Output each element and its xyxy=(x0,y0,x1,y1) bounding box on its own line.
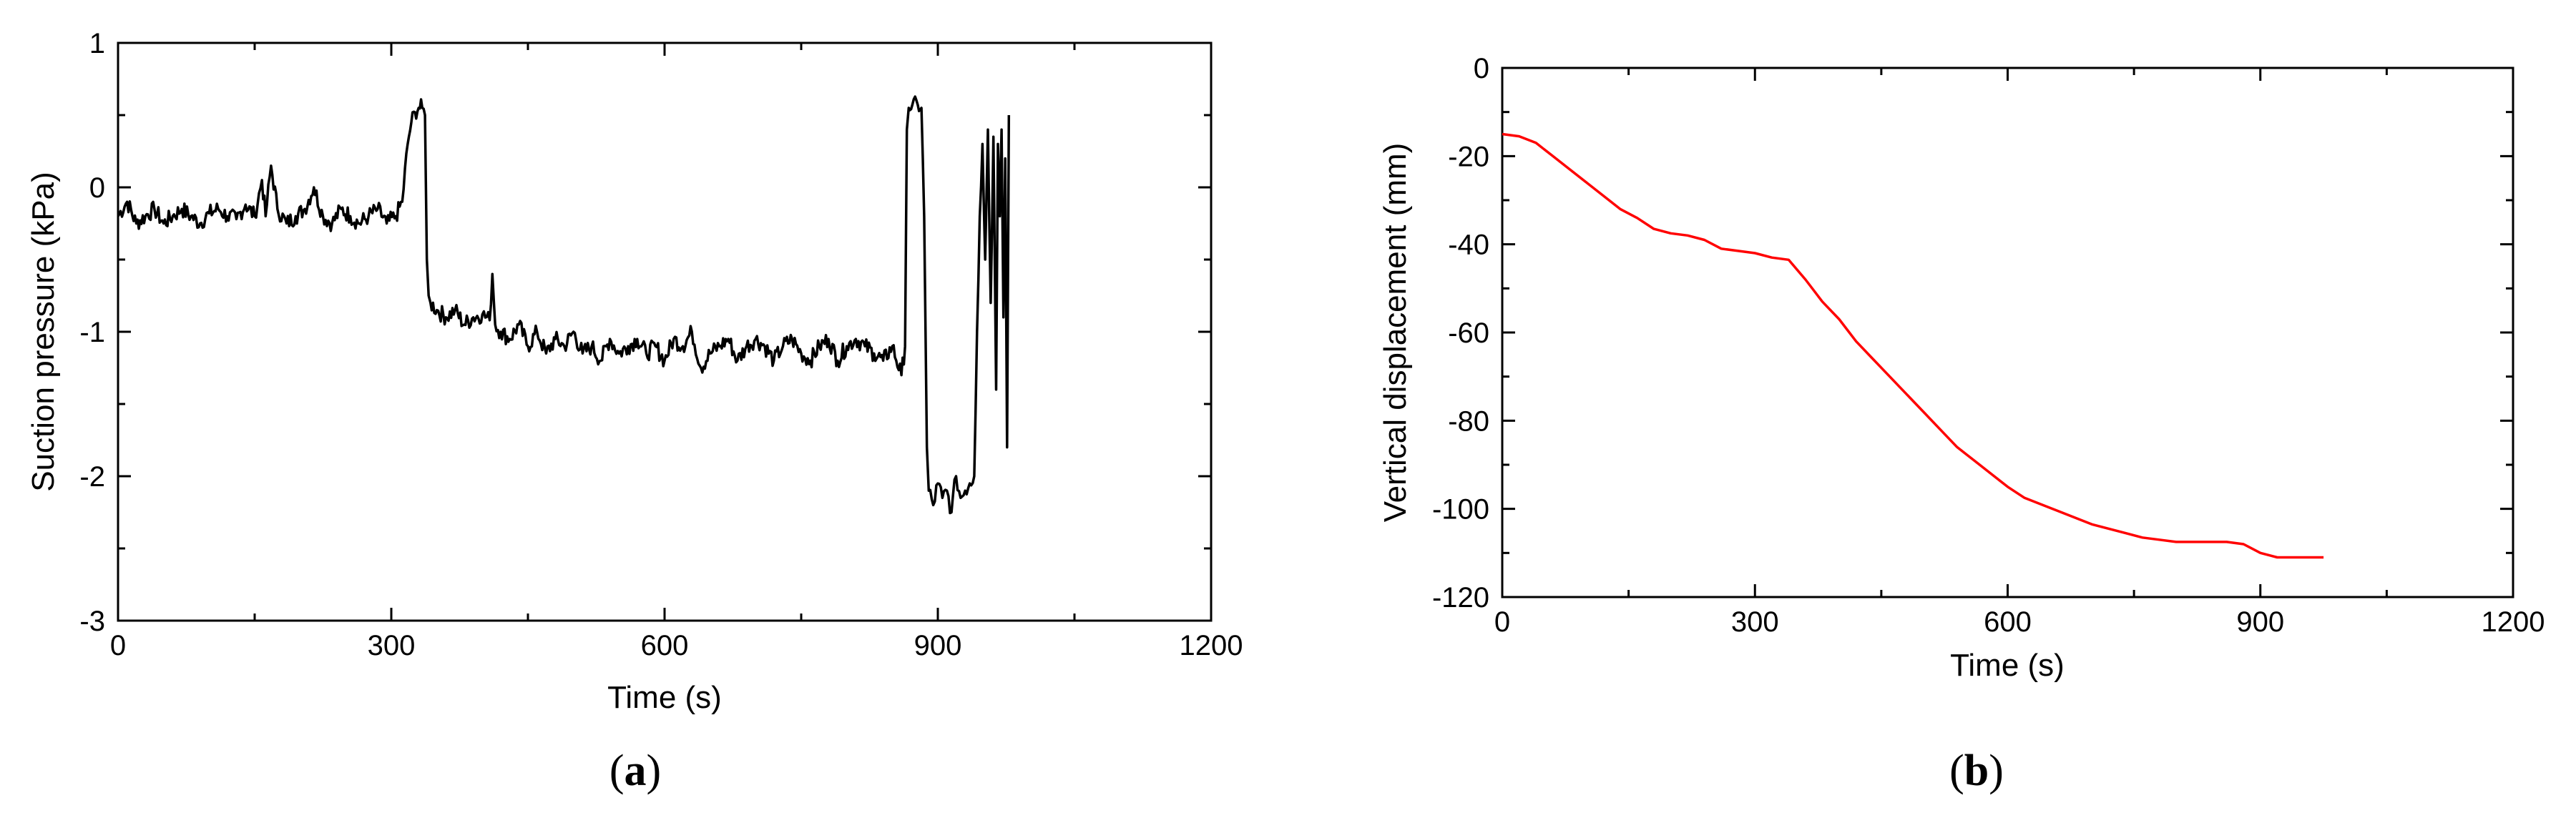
chart-a-xtick-label: 300 xyxy=(368,630,416,661)
chart-b-ticks xyxy=(1501,66,2514,598)
chart-b-series-line xyxy=(1502,132,2324,559)
chart-a-plot-frame xyxy=(117,41,1213,622)
chart-a: 0 300 600 900 1200 -3 -2 -1 0 1 Time (s) Suction … xyxy=(26,28,1243,795)
chart-a-series-line xyxy=(117,95,1011,515)
chart-a-ytick-label: -3 xyxy=(79,606,105,637)
chart-a-xlabel: Time (s) xyxy=(607,680,722,715)
chart-a-xtick-label: 0 xyxy=(110,630,126,661)
chart-a-ticks xyxy=(117,41,1213,622)
chart-b-ytick-label: -20 xyxy=(1448,141,1489,172)
chart-a-xtick-label: 600 xyxy=(641,630,689,661)
chart-b-panel-label: (b) xyxy=(1949,746,2004,795)
chart-b-ylabel: Vertical displacement (mm) xyxy=(1378,143,1413,523)
chart-a-panel-letter: a xyxy=(625,746,647,795)
chart-a-ytick-label: 1 xyxy=(89,28,105,59)
chart-b-ytick-label: 0 xyxy=(1474,53,1489,84)
chart-b-tick-labels: 0 300 600 900 1200 -120 -100 -80 -60 -40 -20 0 xyxy=(1432,53,2545,638)
chart-b-xtick-label: 300 xyxy=(1731,606,1779,638)
chart-b-xtick-label: 600 xyxy=(1984,606,2032,638)
chart-b-xlabel: Time (s) xyxy=(1950,648,2065,683)
chart-b-ytick-label: -60 xyxy=(1448,317,1489,349)
chart-a-ylabel: Suction pressure (kPa) xyxy=(26,172,61,492)
chart-a-xtick-label: 900 xyxy=(914,630,962,661)
chart-b: 0 300 600 900 1200 -120 -100 -80 -60 -40 -20 0 Time… xyxy=(1378,53,2545,795)
chart-b-panel-letter: b xyxy=(1964,746,1989,795)
chart-b-xtick-label: 900 xyxy=(2236,606,2284,638)
chart-a-ytick-label: -1 xyxy=(79,317,105,348)
chart-a-tick-labels: 0 300 600 900 1200 -3 -2 -1 0 1 xyxy=(79,28,1243,661)
chart-b-ytick-label: -40 xyxy=(1448,230,1489,261)
chart-b-xtick-label: 0 xyxy=(1494,606,1510,638)
chart-b-ytick-label: -100 xyxy=(1432,494,1489,526)
chart-a-xtick-label: 1200 xyxy=(1180,630,1243,661)
chart-a-panel-label: (a) xyxy=(609,746,661,795)
chart-b-plot-frame xyxy=(1501,66,2514,598)
chart-b-xtick-label: 1200 xyxy=(2482,606,2545,638)
chart-a-ytick-label: -2 xyxy=(79,461,105,493)
chart-b-ytick-label: -120 xyxy=(1432,582,1489,613)
chart-b-ytick-label: -80 xyxy=(1448,405,1489,437)
chart-a-ytick-label: 0 xyxy=(89,172,105,204)
